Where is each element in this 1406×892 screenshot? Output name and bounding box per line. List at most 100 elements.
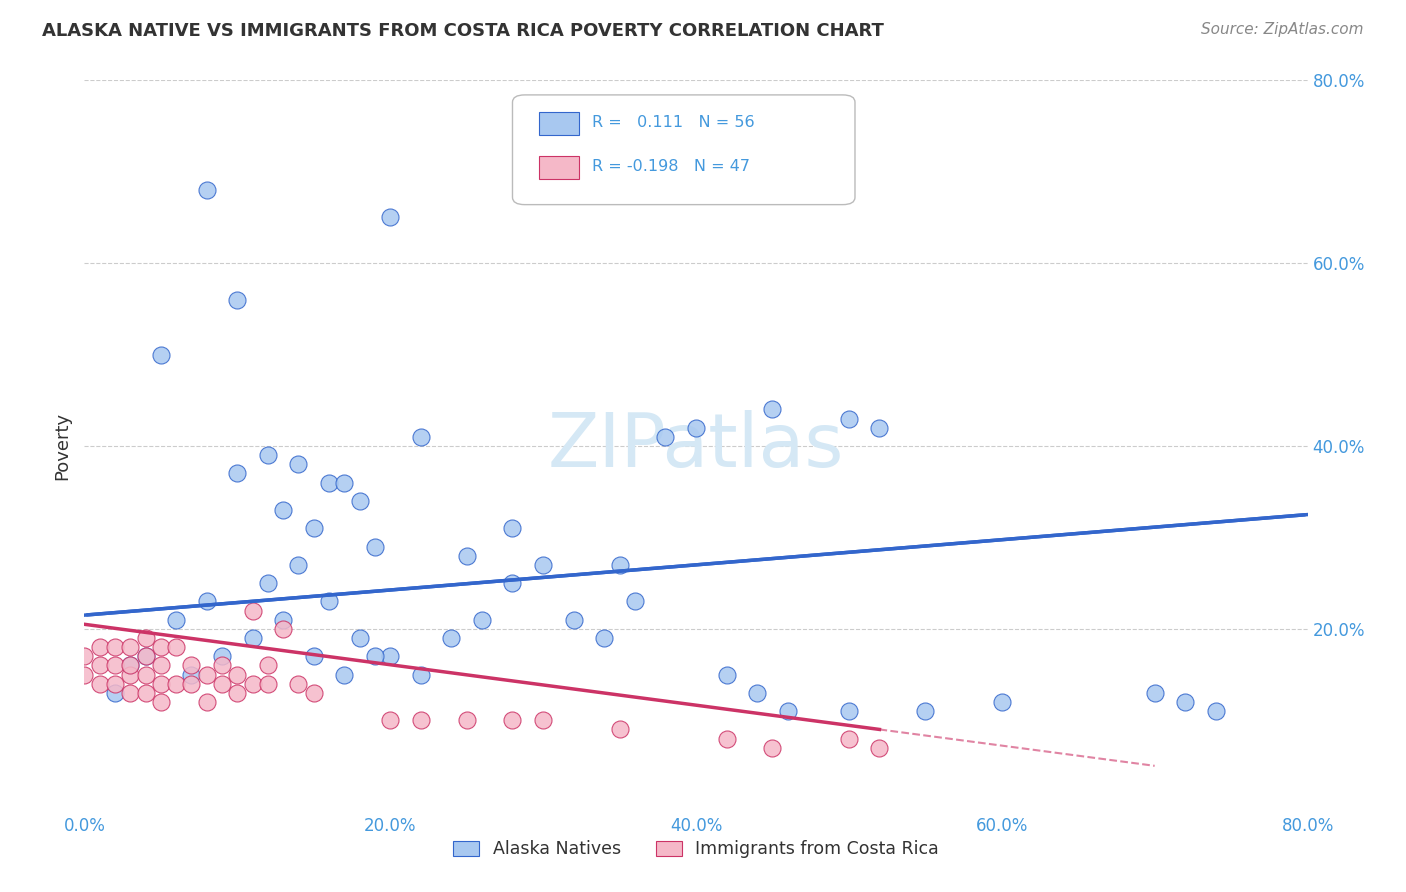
Point <box>120 658 142 673</box>
Point <box>654 430 676 444</box>
Point <box>89 658 111 673</box>
FancyBboxPatch shape <box>540 112 578 136</box>
Point <box>318 475 340 490</box>
Point <box>271 613 294 627</box>
Point <box>838 704 860 718</box>
Point <box>624 594 647 608</box>
Point <box>120 686 142 700</box>
Point <box>271 622 294 636</box>
Point <box>242 603 264 617</box>
Point <box>349 494 371 508</box>
Point <box>135 667 157 681</box>
Point <box>180 667 202 681</box>
Text: R =   0.111   N = 56: R = 0.111 N = 56 <box>592 115 755 130</box>
Point <box>135 686 157 700</box>
Point <box>149 676 172 690</box>
Point <box>180 658 202 673</box>
FancyBboxPatch shape <box>540 155 578 179</box>
Point <box>89 640 111 655</box>
Point <box>211 676 233 690</box>
Point <box>502 521 524 535</box>
Point <box>609 723 631 737</box>
Point <box>120 658 142 673</box>
Point <box>149 640 172 655</box>
Point <box>364 649 387 664</box>
Point <box>471 613 494 627</box>
Point <box>409 430 432 444</box>
Point <box>287 676 309 690</box>
Point <box>195 183 218 197</box>
Point <box>135 631 157 645</box>
Point <box>761 402 783 417</box>
Point <box>195 594 218 608</box>
Point <box>257 676 280 690</box>
Point <box>165 676 187 690</box>
Point <box>195 695 218 709</box>
Point <box>120 640 142 655</box>
Point <box>165 613 187 627</box>
Legend: Alaska Natives, Immigrants from Costa Rica: Alaska Natives, Immigrants from Costa Ri… <box>446 833 946 865</box>
Point <box>211 658 233 673</box>
Point <box>1205 704 1227 718</box>
Point <box>333 475 356 490</box>
Point <box>380 714 402 728</box>
Point <box>761 740 783 755</box>
Point <box>120 667 142 681</box>
Point <box>869 421 891 435</box>
Point <box>502 714 524 728</box>
Point <box>242 676 264 690</box>
Point <box>1174 695 1197 709</box>
Point <box>287 457 309 471</box>
Text: R = -0.198   N = 47: R = -0.198 N = 47 <box>592 159 749 174</box>
Point <box>440 631 463 645</box>
Point <box>73 649 96 664</box>
Point <box>195 667 218 681</box>
Point <box>531 714 554 728</box>
Point <box>226 667 249 681</box>
Point <box>302 521 325 535</box>
Point <box>349 631 371 645</box>
Point <box>226 293 249 307</box>
Point <box>747 686 769 700</box>
Point <box>135 649 157 664</box>
Point <box>287 558 309 572</box>
Point <box>380 211 402 225</box>
Point <box>165 640 187 655</box>
Point <box>1143 686 1166 700</box>
Point <box>562 613 585 627</box>
Point <box>257 658 280 673</box>
Point <box>104 686 127 700</box>
Point <box>364 540 387 554</box>
Point <box>211 649 233 664</box>
Text: Source: ZipAtlas.com: Source: ZipAtlas.com <box>1201 22 1364 37</box>
Point <box>104 676 127 690</box>
Point <box>409 667 432 681</box>
FancyBboxPatch shape <box>513 95 855 204</box>
Point <box>380 649 402 664</box>
Point <box>242 631 264 645</box>
Point <box>716 667 738 681</box>
Point <box>685 421 707 435</box>
Point <box>180 676 202 690</box>
Point <box>456 549 478 563</box>
Text: ALASKA NATIVE VS IMMIGRANTS FROM COSTA RICA POVERTY CORRELATION CHART: ALASKA NATIVE VS IMMIGRANTS FROM COSTA R… <box>42 22 884 40</box>
Point <box>502 576 524 591</box>
Point <box>89 676 111 690</box>
Point <box>104 658 127 673</box>
Point <box>838 411 860 425</box>
Point <box>226 467 249 481</box>
Point <box>531 558 554 572</box>
Text: ZIPatlas: ZIPatlas <box>548 409 844 483</box>
Point <box>149 347 172 362</box>
Point <box>869 740 891 755</box>
Point <box>226 686 249 700</box>
Point <box>716 731 738 746</box>
Point <box>135 649 157 664</box>
Point <box>257 448 280 462</box>
Point <box>149 695 172 709</box>
Point <box>593 631 616 645</box>
Point <box>838 731 860 746</box>
Point <box>776 704 799 718</box>
Point <box>318 594 340 608</box>
Point <box>991 695 1014 709</box>
